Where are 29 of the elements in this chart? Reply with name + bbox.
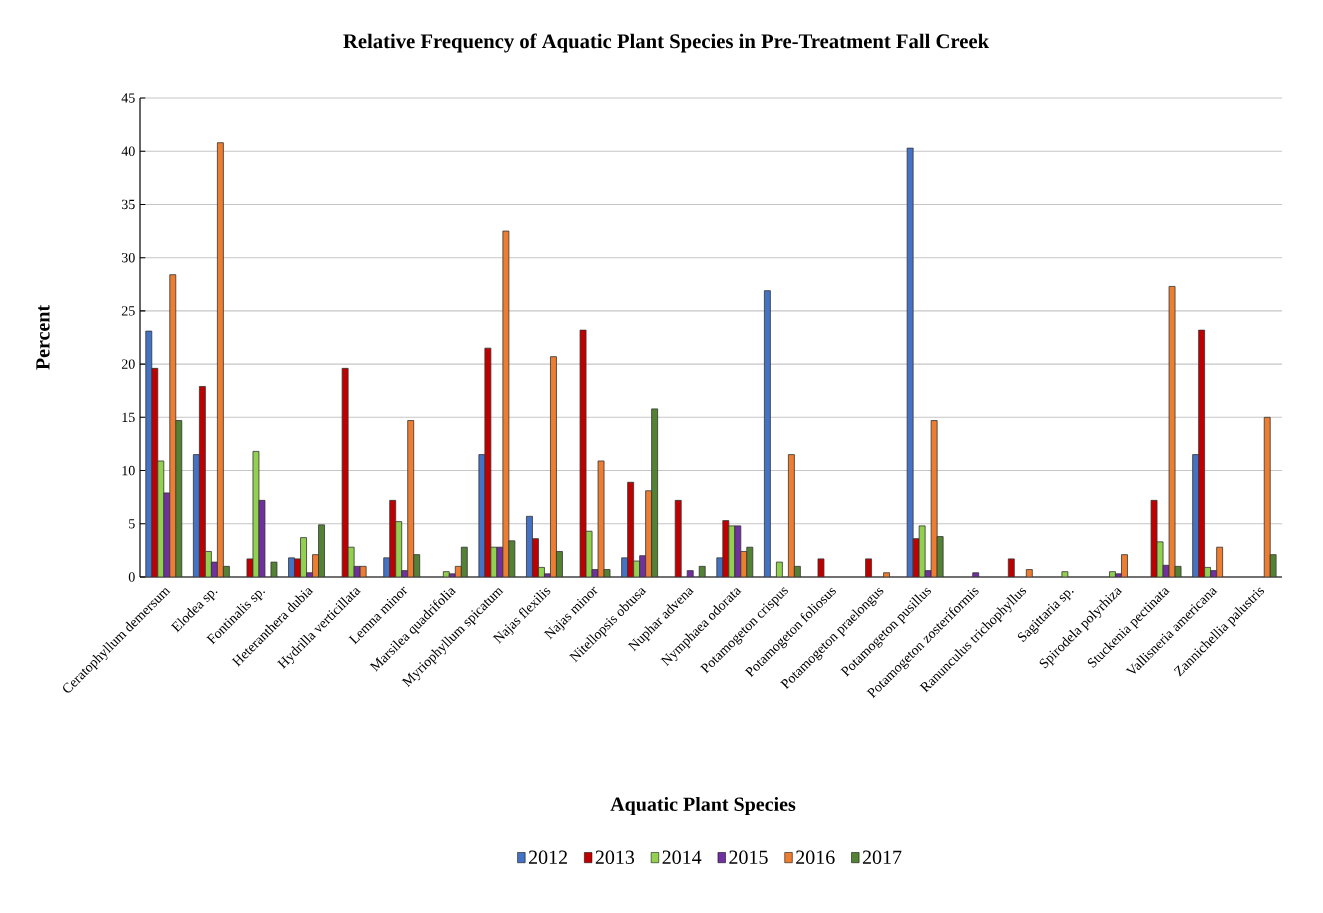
y-tick-label: 40 (121, 146, 135, 156)
bar (865, 558, 872, 577)
y-tick-label: 35 (121, 199, 135, 210)
legend-label: 2017 (862, 850, 902, 865)
legend-label: 2012 (528, 850, 567, 865)
legend-label: 2016 (796, 850, 835, 865)
y-tick-label: 0 (128, 572, 135, 582)
bar (763, 290, 771, 577)
y-tick-label: 5 (129, 519, 135, 529)
bar (674, 499, 682, 577)
bar (883, 572, 890, 577)
bar (698, 565, 706, 577)
bar (817, 558, 825, 577)
y-tick-label: 30 (121, 252, 135, 263)
y-tick-label: 25 (121, 306, 135, 316)
chart-title: Relative Frequency of Aquatic Plant Species in Pre-Treatment Fall Creek (343, 33, 990, 53)
y-tick-label: 10 (122, 465, 135, 476)
y-tick-label: 15 (122, 412, 135, 423)
bar (270, 561, 278, 577)
y-tick-label: 20 (121, 359, 135, 369)
x-axis-title: Aquatic Plant Species (610, 796, 796, 816)
y-tick-label: 45 (121, 93, 135, 103)
legend-label: 2014 (662, 850, 702, 865)
bar (1025, 569, 1033, 577)
bar (1007, 558, 1015, 577)
y-axis-title: Percent (36, 305, 50, 370)
legend-label: 2013 (595, 850, 635, 865)
bar (906, 147, 914, 577)
legend-label: 2015 (729, 850, 768, 865)
